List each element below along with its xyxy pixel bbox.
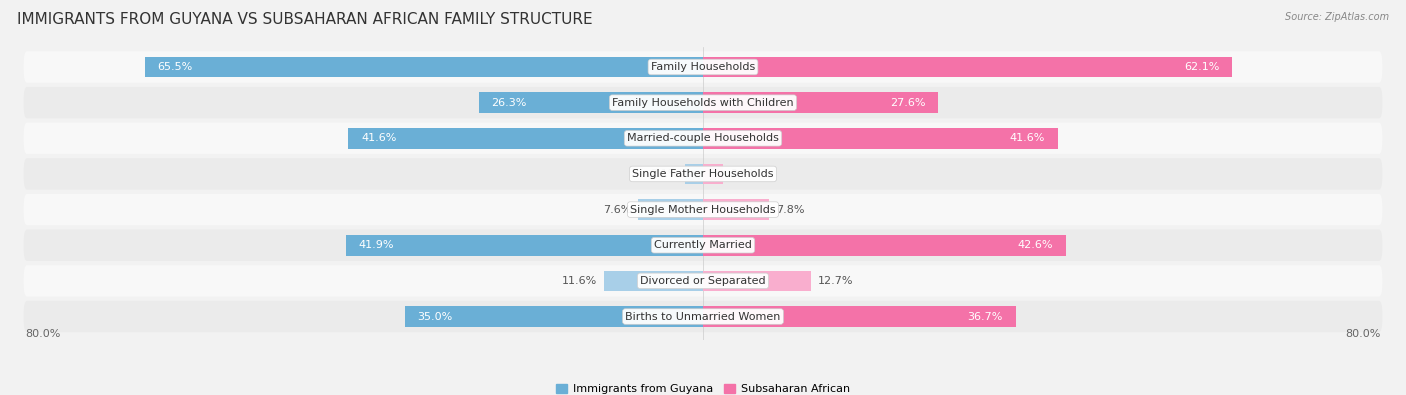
Bar — [349, 128, 703, 149]
Text: 2.4%: 2.4% — [730, 169, 759, 179]
Bar — [703, 306, 1015, 327]
Text: 65.5%: 65.5% — [157, 62, 193, 72]
FancyBboxPatch shape — [24, 229, 1382, 261]
Text: 26.3%: 26.3% — [492, 98, 527, 108]
Text: Married-couple Households: Married-couple Households — [627, 133, 779, 143]
Text: 41.6%: 41.6% — [1010, 133, 1045, 143]
Bar — [405, 306, 703, 327]
Text: Single Father Households: Single Father Households — [633, 169, 773, 179]
Bar — [703, 128, 1057, 149]
FancyBboxPatch shape — [24, 194, 1382, 225]
Bar — [703, 164, 724, 184]
FancyBboxPatch shape — [24, 122, 1382, 154]
Bar — [685, 164, 703, 184]
FancyBboxPatch shape — [24, 265, 1382, 297]
Text: Source: ZipAtlas.com: Source: ZipAtlas.com — [1285, 12, 1389, 22]
FancyBboxPatch shape — [24, 51, 1382, 83]
Text: 41.6%: 41.6% — [361, 133, 396, 143]
FancyBboxPatch shape — [24, 301, 1382, 332]
Text: 12.7%: 12.7% — [818, 276, 853, 286]
Text: 80.0%: 80.0% — [1346, 329, 1381, 339]
Legend: Immigrants from Guyana, Subsaharan African: Immigrants from Guyana, Subsaharan Afric… — [551, 379, 855, 395]
Text: 80.0%: 80.0% — [25, 329, 60, 339]
Text: IMMIGRANTS FROM GUYANA VS SUBSAHARAN AFRICAN FAMILY STRUCTURE: IMMIGRANTS FROM GUYANA VS SUBSAHARAN AFR… — [17, 12, 592, 27]
Bar — [703, 235, 1066, 256]
Bar — [346, 235, 703, 256]
Text: Single Mother Households: Single Mother Households — [630, 205, 776, 214]
Text: Family Households with Children: Family Households with Children — [612, 98, 794, 108]
Text: 35.0%: 35.0% — [418, 312, 453, 322]
Bar — [703, 92, 938, 113]
FancyBboxPatch shape — [24, 158, 1382, 190]
Text: Divorced or Separated: Divorced or Separated — [640, 276, 766, 286]
Text: 7.6%: 7.6% — [603, 205, 631, 214]
Text: 27.6%: 27.6% — [890, 98, 925, 108]
Bar — [638, 199, 703, 220]
Bar — [703, 199, 769, 220]
Bar — [703, 56, 1232, 77]
Text: 41.9%: 41.9% — [359, 240, 394, 250]
Text: 62.1%: 62.1% — [1184, 62, 1219, 72]
Text: Currently Married: Currently Married — [654, 240, 752, 250]
Text: 42.6%: 42.6% — [1018, 240, 1053, 250]
Text: Births to Unmarried Women: Births to Unmarried Women — [626, 312, 780, 322]
Bar — [605, 271, 703, 291]
FancyBboxPatch shape — [24, 87, 1382, 118]
Text: 7.8%: 7.8% — [776, 205, 804, 214]
Text: 36.7%: 36.7% — [967, 312, 1002, 322]
Bar — [703, 271, 811, 291]
Text: 11.6%: 11.6% — [562, 276, 598, 286]
Bar — [479, 92, 703, 113]
Text: 2.1%: 2.1% — [650, 169, 678, 179]
Text: Family Households: Family Households — [651, 62, 755, 72]
Bar — [145, 56, 703, 77]
